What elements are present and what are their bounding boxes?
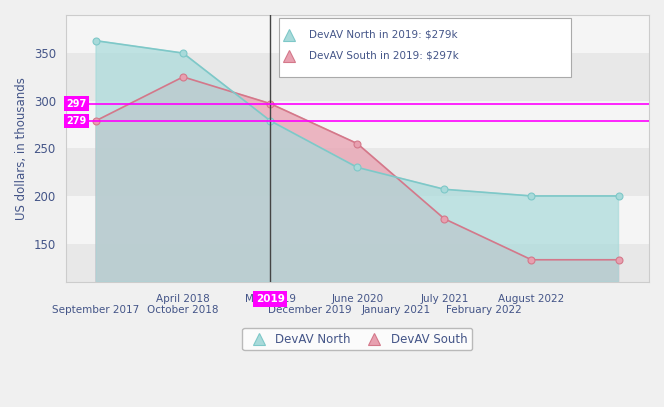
Text: August 2022: August 2022: [498, 294, 564, 304]
Text: DevAV North in 2019: $279k: DevAV North in 2019: $279k: [309, 30, 458, 40]
Text: January 2021: January 2021: [362, 304, 431, 315]
Text: February 2022: February 2022: [446, 304, 521, 315]
Text: May 2019: May 2019: [244, 294, 295, 304]
Text: October 2018: October 2018: [147, 304, 219, 315]
Text: December 2019: December 2019: [268, 304, 351, 315]
Bar: [66, 196, 649, 243]
FancyBboxPatch shape: [279, 18, 570, 77]
Bar: [66, 15, 649, 53]
Bar: [66, 243, 649, 282]
Text: DevAV South in 2019: $297k: DevAV South in 2019: $297k: [309, 51, 459, 61]
Text: July 2021: July 2021: [420, 294, 469, 304]
Text: April 2018: April 2018: [156, 294, 210, 304]
Bar: [66, 101, 649, 148]
Polygon shape: [96, 77, 619, 282]
Bar: [66, 53, 649, 101]
Text: September 2017: September 2017: [52, 304, 139, 315]
Text: June 2020: June 2020: [331, 294, 383, 304]
Y-axis label: US dollars, in thousands: US dollars, in thousands: [15, 77, 28, 220]
Text: 2019: 2019: [256, 294, 285, 304]
Legend: DevAV North, DevAV South: DevAV North, DevAV South: [242, 328, 472, 350]
Text: 297: 297: [66, 98, 86, 109]
Bar: [66, 148, 649, 196]
Text: 279: 279: [66, 116, 86, 126]
Polygon shape: [96, 41, 619, 282]
